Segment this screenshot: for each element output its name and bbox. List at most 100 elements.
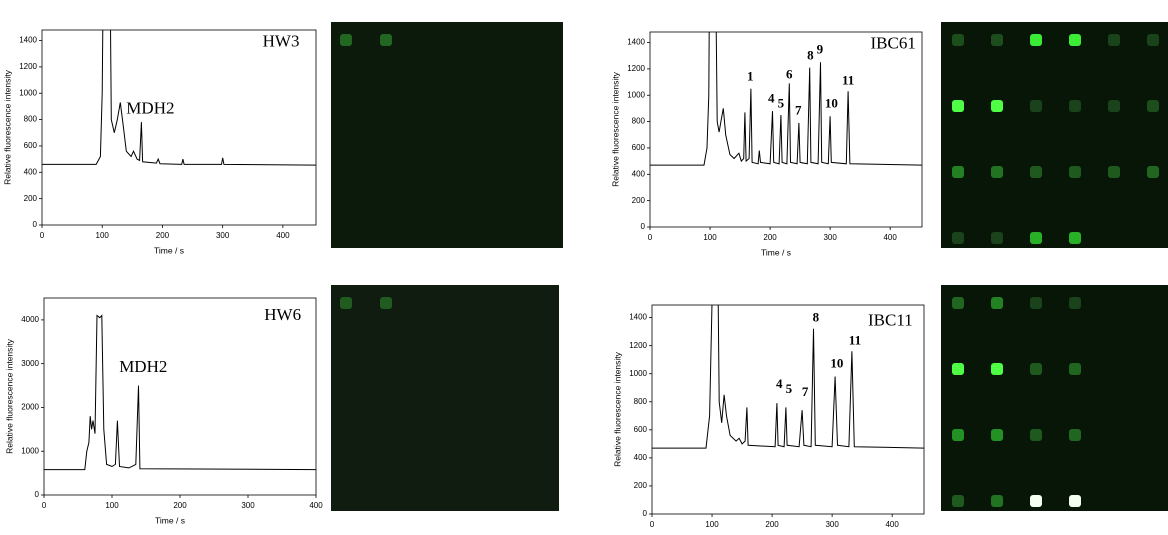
annotation: MDH2 xyxy=(119,357,167,376)
fluorescence-images xyxy=(331,22,1168,511)
y-axis-label: Relative fluorescence intensity xyxy=(4,338,14,454)
annotation: 10 xyxy=(830,356,843,371)
annotation: 5 xyxy=(778,96,785,111)
x-tick-label: 300 xyxy=(216,231,230,240)
annotation: 6 xyxy=(786,67,793,82)
y-tick-label: 1400 xyxy=(19,36,37,45)
spot xyxy=(991,495,1003,507)
spot xyxy=(1069,166,1081,178)
spot xyxy=(952,100,964,112)
y-tick-label: 1200 xyxy=(629,341,647,350)
spot xyxy=(1030,429,1042,441)
spot xyxy=(952,34,964,46)
annotation: IBC11 xyxy=(868,311,913,330)
y-tick-label: 1200 xyxy=(19,62,37,71)
plot-frame xyxy=(649,31,923,228)
annotation: 7 xyxy=(795,103,802,118)
spot xyxy=(1030,100,1042,112)
spot xyxy=(991,100,1003,112)
spot xyxy=(952,495,964,507)
y-tick-label: 1000 xyxy=(19,88,37,97)
y-tick-label: 4000 xyxy=(21,315,39,324)
spot xyxy=(991,166,1003,178)
y-tick-label: 3000 xyxy=(21,359,39,368)
annotation: 8 xyxy=(807,47,814,62)
spot xyxy=(952,363,964,375)
annotation: HW6 xyxy=(264,305,301,324)
spot xyxy=(952,232,964,244)
spot xyxy=(1030,232,1042,244)
y-tick-label: 1000 xyxy=(21,446,39,455)
micrograph xyxy=(331,22,563,248)
x-tick-label: 0 xyxy=(648,233,653,242)
y-tick-label: 600 xyxy=(632,143,646,152)
spot xyxy=(1069,429,1081,441)
spot xyxy=(1108,100,1120,112)
y-tick-label: 200 xyxy=(634,481,648,490)
micrograph xyxy=(941,285,1168,511)
x-tick-label: 0 xyxy=(42,501,47,510)
annotation: 7 xyxy=(802,384,809,399)
trace xyxy=(42,30,316,166)
spot xyxy=(991,363,1003,375)
x-tick-label: 100 xyxy=(705,520,719,529)
annotation: 4 xyxy=(776,376,783,391)
spot xyxy=(340,34,352,46)
x-axis-label: Time / s xyxy=(155,515,185,525)
annotation: 11 xyxy=(842,73,854,88)
chart: 02004006008001000120014000100200300400Ti… xyxy=(612,304,925,535)
trace xyxy=(650,32,922,166)
x-axis-label: Time / s xyxy=(154,245,184,255)
y-tick-label: 2000 xyxy=(21,403,39,412)
spot xyxy=(380,297,392,309)
spot xyxy=(991,429,1003,441)
y-tick-label: 600 xyxy=(634,425,648,434)
y-tick-label: 400 xyxy=(632,169,646,178)
spot xyxy=(1030,495,1042,507)
spot xyxy=(380,34,392,46)
spot xyxy=(1069,232,1081,244)
spot xyxy=(1147,166,1159,178)
spot xyxy=(340,297,352,309)
spot xyxy=(991,297,1003,309)
y-axis-label: Relative fluorescence intensity xyxy=(2,69,12,185)
x-axis-label: Time / s xyxy=(761,247,791,257)
x-tick-label: 0 xyxy=(40,231,45,240)
y-tick-label: 0 xyxy=(33,220,38,229)
micrograph xyxy=(941,22,1168,248)
spot xyxy=(1030,34,1042,46)
y-tick-label: 400 xyxy=(24,167,38,176)
x-tick-label: 400 xyxy=(883,233,897,242)
y-tick-label: 800 xyxy=(632,117,646,126)
annotation: 8 xyxy=(813,310,820,325)
y-tick-label: 400 xyxy=(634,453,648,462)
annotation: 5 xyxy=(786,381,793,396)
annotation: 1 xyxy=(747,69,754,84)
plot-frame xyxy=(651,304,925,515)
x-tick-label: 400 xyxy=(309,501,323,510)
x-tick-label: 100 xyxy=(703,233,717,242)
y-axis-label: Relative fluorescence intensity xyxy=(612,351,622,467)
annotation: HW3 xyxy=(263,31,300,50)
spot xyxy=(1030,363,1042,375)
spot xyxy=(1147,100,1159,112)
y-tick-label: 1400 xyxy=(629,313,647,322)
spot xyxy=(952,297,964,309)
y-tick-label: 0 xyxy=(35,490,40,499)
chart: 0 1000 2000 3000 4000 0 100 200 300 400 Time / s Re… xyxy=(4,297,323,525)
y-tick-label: 1400 xyxy=(627,38,645,47)
x-tick-label: 300 xyxy=(825,520,839,529)
x-tick-label: 400 xyxy=(885,520,899,529)
annotation: 11 xyxy=(849,333,861,348)
spot xyxy=(1108,166,1120,178)
y-tick-label: 200 xyxy=(24,194,38,203)
x-tick-label: 400 xyxy=(276,231,290,240)
x-tick-label: 200 xyxy=(763,233,777,242)
spot xyxy=(1069,297,1081,309)
x-tick-label: 200 xyxy=(156,231,170,240)
spot xyxy=(1030,166,1042,178)
plot-frame xyxy=(41,29,317,226)
x-tick-label: 300 xyxy=(823,233,837,242)
